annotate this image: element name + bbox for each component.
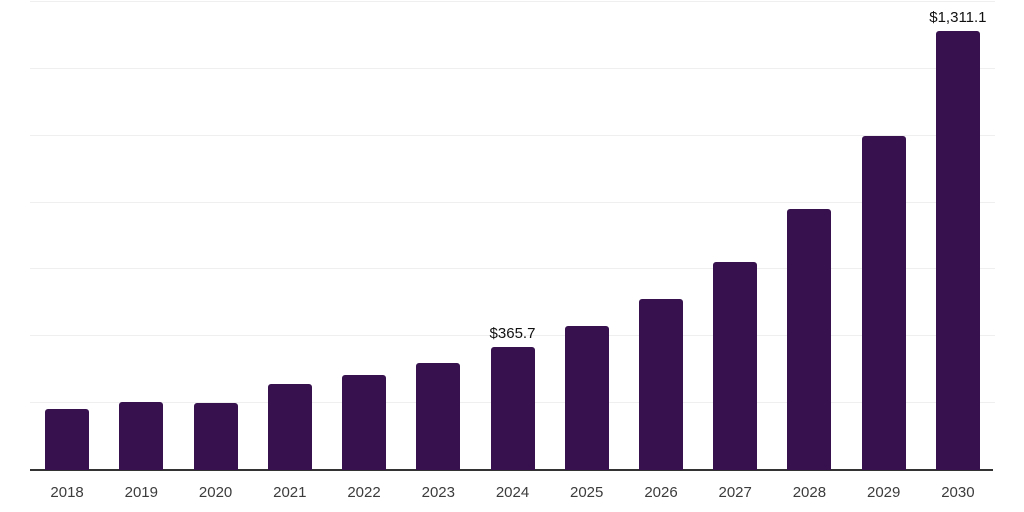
x-tick-label-2018: 2018 [50,484,84,501]
x-tick-label-2026: 2026 [644,484,678,501]
bar-2021 [267,384,312,470]
x-tick-label-2024: 2024 [495,484,530,501]
gridline [30,202,995,203]
bar-2024 [490,346,535,470]
bar-2020 [193,402,238,470]
bar-value-label-2024: $365.7 [489,324,536,342]
x-tick-label-2019: 2019 [124,484,158,501]
bar-2030 [935,30,980,470]
x-tick-label-2030: 2030 [941,484,975,501]
bar-2028 [787,209,832,470]
gridline [30,135,995,136]
x-axis-line [30,469,993,471]
x-tick-label-2027: 2027 [718,484,752,501]
x-tick-label-2028: 2028 [792,484,827,501]
x-tick-label-2025: 2025 [570,484,604,501]
x-tick-label-2021: 2021 [273,484,307,501]
bar-2019 [119,402,164,470]
x-tick-label-2023: 2023 [421,484,455,501]
bar-2027 [713,261,758,470]
bar-2026 [639,298,683,470]
bar-2022 [342,375,386,470]
x-tick-label-2029: 2029 [867,484,901,501]
x-tick-label-2020: 2020 [198,484,233,501]
bar-2025 [564,326,609,470]
x-tick-label-2022: 2022 [347,484,381,501]
gridline [30,68,995,69]
gridline [30,335,995,336]
gridline [30,1,995,2]
gridline [30,268,995,269]
bar-value-label-2030: $1,311.1 [929,8,987,26]
bar-2029 [861,135,906,470]
bar-2023 [416,363,461,470]
bar-2018 [45,408,90,470]
